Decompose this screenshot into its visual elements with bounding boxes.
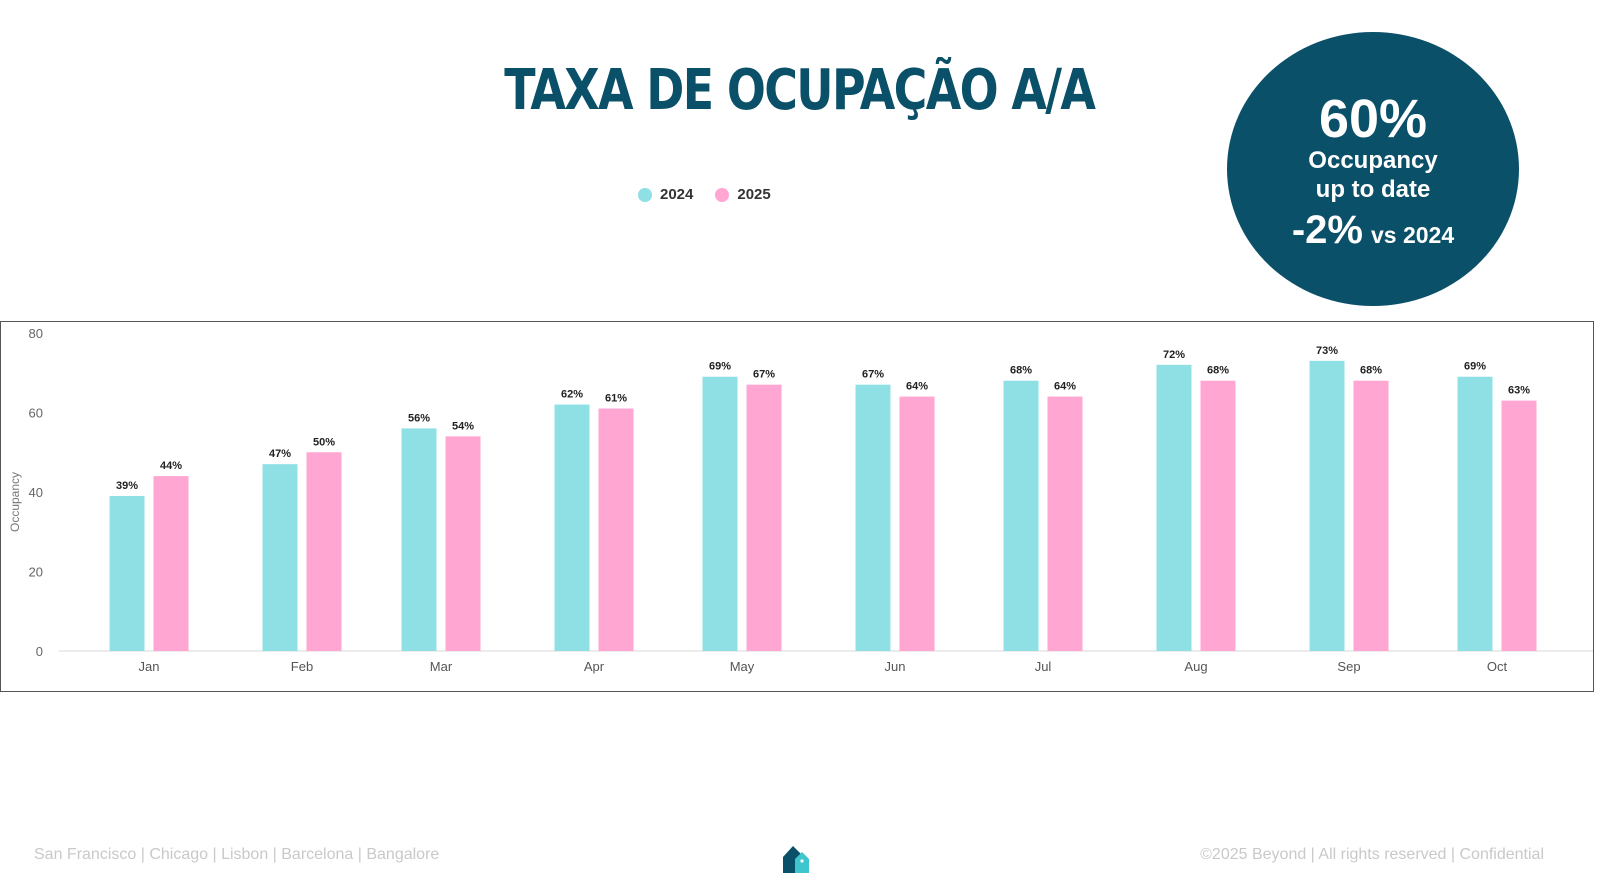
bar-2024-jun [855,384,891,651]
bar-2024-jul [1003,380,1039,651]
y-tick-label-4: 80 [29,326,43,341]
kpi-label-line1: Occupancy [1308,146,1438,174]
kpi-delta-suffix: vs 2024 [1371,221,1455,248]
kpi-value: 60% [1318,88,1428,149]
beyond-logo-icon [783,846,809,873]
kpi-label-line2: up to date [1315,175,1431,203]
data-label-2025-jul: 64% [1054,381,1076,393]
data-label-2025-aug: 68% [1207,365,1229,377]
y-tick-label-2: 40 [29,485,43,500]
bar-2024-apr [554,404,590,651]
legend-item-2024[interactable]: 2024 [638,186,693,203]
chart-legend: 2024 2025 [638,186,771,203]
data-label-2025-oct: 63% [1508,385,1530,397]
data-label-2024-jan: 39% [116,480,138,492]
bar-2024-aug [1156,364,1192,651]
data-label-2025-jun: 64% [906,381,928,393]
y-tick-label-3: 60 [29,406,43,421]
bar-2024-sep [1309,360,1345,651]
x-tick-label-feb: Feb [291,659,313,674]
data-label-2024-may: 69% [709,361,731,373]
legend-label-2025: 2025 [737,186,771,203]
bar-2025-jan [153,476,189,651]
data-label-2025-sep: 68% [1360,365,1382,377]
kpi-delta: -2% [1291,207,1363,252]
data-label-2024-apr: 62% [561,389,583,401]
legend-label-2024: 2024 [660,186,694,203]
data-label-2025-mar: 54% [452,420,474,432]
data-label-2025-may: 67% [753,369,775,381]
x-tick-label-may: May [730,659,755,674]
legend-dot-2025-icon [715,187,730,202]
kpi-delta-row: -2% vs 2024 [1292,208,1454,253]
data-label-2024-jun: 67% [862,369,884,381]
bar-2025-apr [598,408,634,651]
data-label-2024-jul: 68% [1010,365,1032,377]
data-label-2025-apr: 61% [605,393,627,405]
bar-2024-jan [109,495,145,651]
page-title: TAXA DE OCUPAÇÃO A/A [504,58,1096,123]
y-axis-title: Occupancy [8,472,22,532]
x-tick-label-jun: Jun [885,659,906,674]
x-tick-label-apr: Apr [584,659,605,674]
bar-2025-jun [899,396,935,651]
bar-2025-oct [1501,400,1537,651]
data-label-2025-feb: 50% [313,436,335,448]
legend-item-2025[interactable]: 2025 [715,186,771,203]
y-tick-label-1: 20 [29,565,43,580]
data-label-2024-mar: 56% [408,412,430,424]
x-tick-label-sep: Sep [1337,659,1360,674]
bar-2025-sep [1353,380,1389,651]
legend-dot-2024-icon [638,187,652,202]
y-tick-label-0: 0 [36,644,43,659]
bar-chart-svg: 0 20 40 60 80 Occupancy 39% 44% Jan 47% 50% Feb 56% 5… [8,326,1593,674]
x-tick-label-aug: Aug [1184,659,1207,674]
x-tick-label-oct: Oct [1487,659,1508,674]
occupancy-chart: 0 20 40 60 80 Occupancy 39% 44% Jan 47% 50% Feb 56% 5… [0,321,1594,692]
kpi-occupancy-badge: 60% Occupancy up to date -2% vs 2024 [1227,32,1519,306]
bar-2024-may [702,376,738,651]
bar-2025-feb [306,452,342,651]
bar-2025-may [746,384,782,651]
x-tick-label-jan: Jan [139,659,160,674]
data-label-2024-aug: 72% [1163,349,1185,361]
data-label-2025-jan: 44% [160,460,182,472]
bar-2025-aug [1200,380,1236,651]
data-label-2024-oct: 69% [1464,361,1486,373]
footer-locations: San Francisco | Chicago | Lisbon | Barce… [34,846,440,863]
bar-2024-feb [262,464,298,651]
x-tick-label-mar: Mar [430,659,453,674]
bar-2025-mar [445,436,481,651]
bar-2024-oct [1457,376,1493,651]
bar-2025-jul [1047,396,1083,651]
data-label-2024-sep: 73% [1316,345,1338,357]
data-label-2024-feb: 47% [269,448,291,460]
bar-2024-mar [401,428,437,651]
x-tick-label-jul: Jul [1035,659,1052,674]
footer-copyright: ©2025 Beyond | All rights reserved | Con… [1200,846,1544,863]
